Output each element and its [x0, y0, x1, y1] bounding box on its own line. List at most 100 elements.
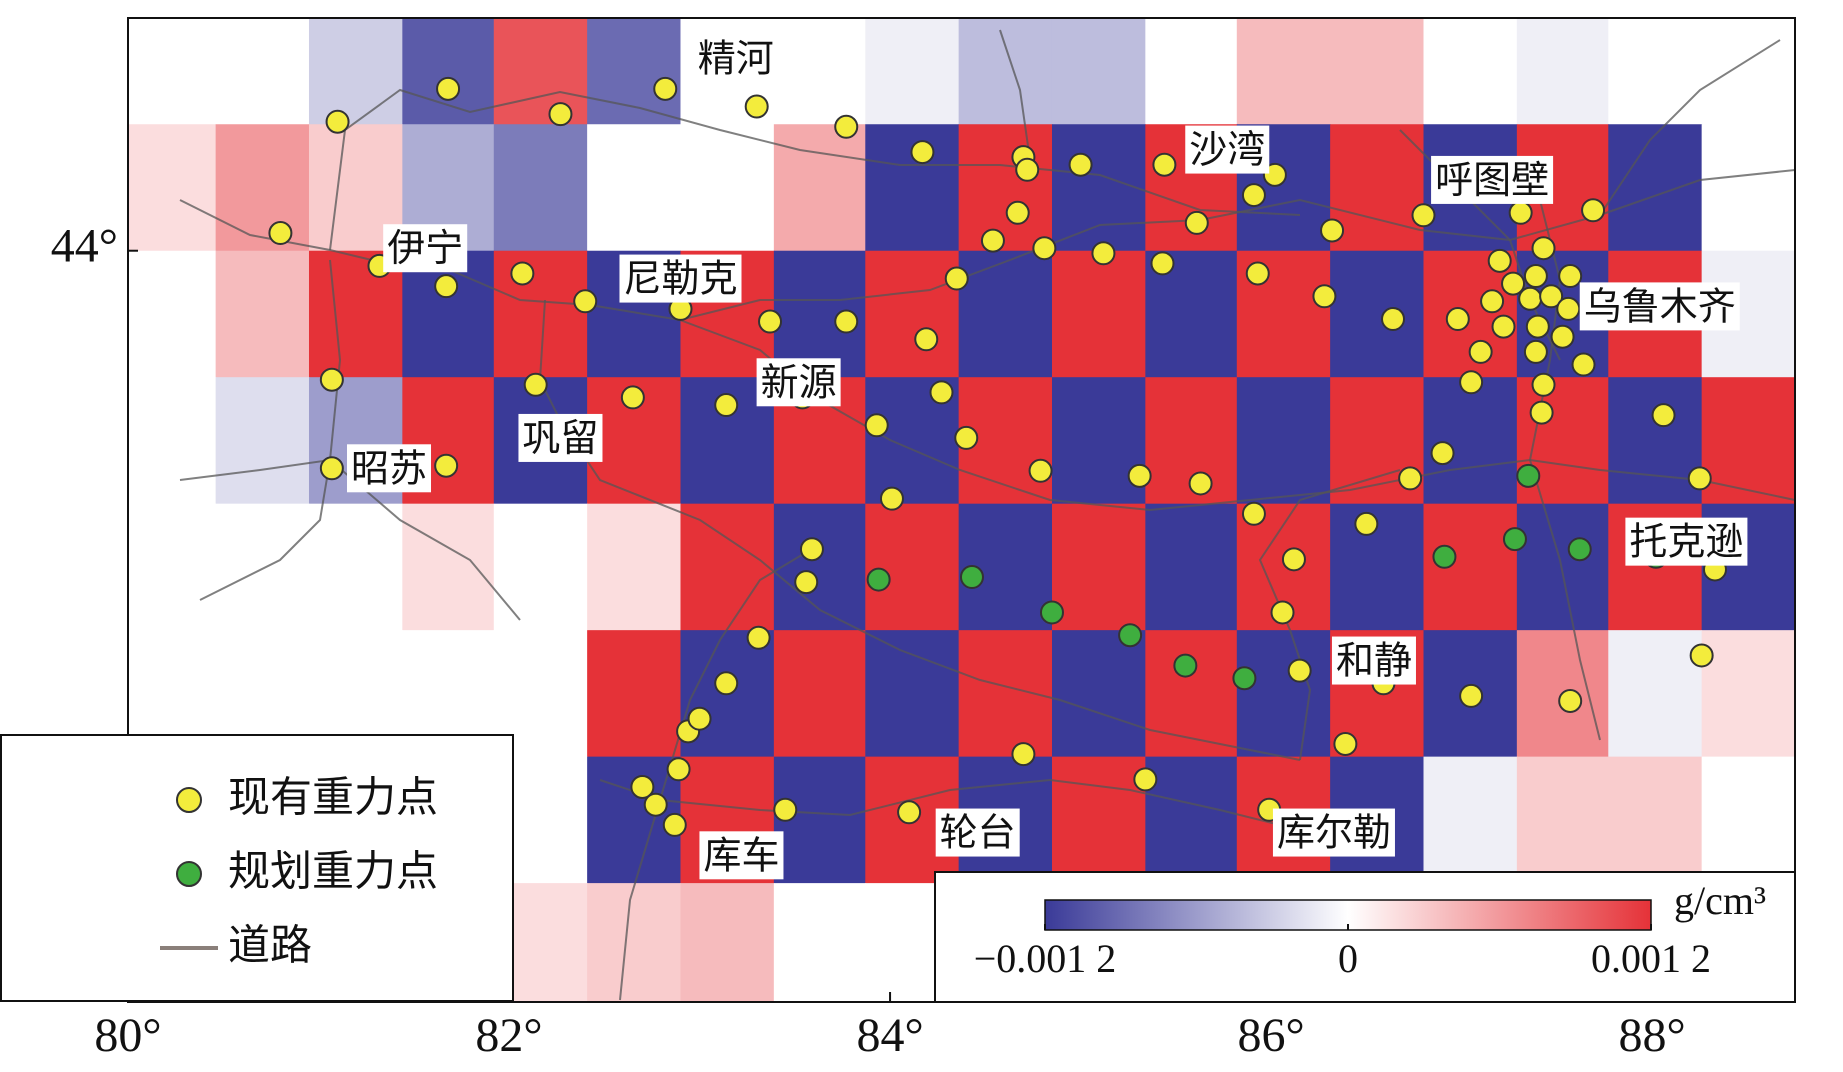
existing-gravity-point — [1525, 314, 1550, 339]
density-cell — [1330, 124, 1424, 252]
density-cell — [773, 883, 866, 1002]
density-cell — [1145, 18, 1238, 125]
city-label-background — [699, 831, 784, 880]
existing-gravity-point — [980, 228, 1005, 253]
legend-existing-label: 现有重力点 — [228, 773, 438, 822]
existing-gravity-point — [1133, 767, 1158, 792]
existing-gravity-point — [954, 425, 979, 450]
legend-road-label: 道路 — [228, 921, 312, 970]
density-cell — [493, 18, 588, 125]
density-cell — [128, 503, 217, 631]
planned-gravity-point — [1118, 623, 1143, 648]
density-cell — [215, 250, 310, 378]
existing-gravity-point — [434, 274, 459, 299]
existing-gravity-point — [1270, 600, 1295, 625]
density-cell — [1701, 377, 1795, 505]
planned-gravity-point — [1232, 666, 1257, 691]
existing-gravity-point — [1333, 731, 1358, 756]
existing-gravity-point — [1558, 688, 1583, 713]
city-name: 库车 — [703, 833, 779, 877]
existing-gravity-point — [1487, 248, 1512, 273]
density-cell — [215, 124, 310, 252]
city-name: 呼图壁 — [1435, 158, 1549, 202]
existing-gravity-point — [929, 380, 954, 405]
city-name: 新源 — [761, 360, 837, 404]
density-cell — [1516, 18, 1609, 125]
existing-gravity-point — [1188, 471, 1213, 496]
existing-gravity-point — [1127, 463, 1152, 488]
city-label-background — [619, 254, 742, 303]
existing-gravity-point — [1480, 289, 1505, 314]
existing-gravity-point — [1015, 157, 1040, 182]
density-cell — [865, 503, 960, 631]
existing-gravity-point — [1531, 372, 1556, 397]
density-cell — [1516, 756, 1609, 884]
existing-gravity-point — [1651, 403, 1676, 428]
city-name: 和静 — [1336, 639, 1412, 683]
density-cell — [773, 503, 866, 631]
density-cell — [958, 18, 1053, 125]
city-label: 托克逊 — [1625, 517, 1748, 566]
density-cell — [1701, 18, 1795, 125]
x-tick-label: 84° — [856, 1009, 923, 1062]
density-cell — [958, 124, 1053, 252]
existing-gravity-point — [319, 456, 344, 481]
colorbar: g/cm³ −0.001 2 0 0.001 2 — [934, 871, 1796, 1003]
density-cell — [587, 883, 681, 1002]
existing-gravity-point — [1381, 307, 1406, 332]
density-cell — [493, 503, 588, 631]
colorbar-tick-label: 0.001 2 — [1591, 936, 1711, 981]
gravity-points — [268, 76, 1727, 837]
density-cell — [1145, 756, 1238, 884]
legend-planned-symbol — [176, 861, 202, 887]
density-cell — [1608, 630, 1703, 758]
planned-gravity-point — [1173, 653, 1198, 678]
city-name: 库尔勒 — [1277, 811, 1391, 855]
colorbar-box — [934, 871, 1796, 1003]
density-cell — [402, 18, 495, 125]
existing-gravity-point — [548, 102, 573, 127]
density-cell — [1516, 503, 1609, 631]
existing-gravity-point — [1459, 683, 1484, 708]
existing-gravity-point — [834, 309, 859, 334]
density-cell — [1051, 377, 1146, 505]
city-label: 和静 — [1331, 636, 1416, 685]
x-tick-label: 82° — [475, 1009, 542, 1062]
density-cell — [1423, 18, 1518, 125]
existing-gravity-point — [1491, 314, 1516, 339]
density-cell — [865, 124, 960, 252]
density-cell — [1608, 756, 1703, 884]
density-cell — [1051, 630, 1146, 758]
density-cell — [1608, 124, 1703, 252]
existing-gravity-point — [714, 393, 739, 418]
existing-gravity-point — [1430, 441, 1455, 466]
density-cell — [587, 503, 681, 631]
existing-gravity-point — [319, 367, 344, 392]
existing-gravity-point — [1150, 251, 1175, 276]
existing-gravity-point — [1556, 296, 1581, 321]
existing-gravity-point — [864, 413, 889, 438]
existing-gravity-point — [1011, 742, 1036, 767]
city-label-background — [1272, 808, 1395, 857]
existing-gravity-point — [653, 76, 678, 101]
city-label: 库尔勒 — [1272, 808, 1395, 857]
city-label: 库车 — [699, 831, 784, 880]
city-label-background — [518, 413, 603, 462]
density-cell — [1608, 377, 1703, 505]
y-tick-label: 44° — [51, 220, 118, 273]
density-cell — [1236, 377, 1331, 505]
density-cell — [865, 250, 960, 378]
density-cell — [1330, 18, 1424, 125]
existing-gravity-point — [1262, 162, 1287, 187]
colorbar-tick-label: −0.001 2 — [974, 936, 1117, 981]
density-cell — [773, 18, 866, 125]
existing-gravity-point — [1032, 236, 1057, 261]
axes: 80°82°84°86°88°42°44° — [51, 220, 1686, 1062]
existing-gravity-point — [1184, 210, 1209, 235]
density-cell — [1423, 377, 1518, 505]
existing-gravity-point — [1581, 198, 1606, 223]
existing-gravity-point — [1529, 400, 1554, 425]
existing-gravity-point — [1354, 511, 1379, 536]
existing-gravity-point — [1245, 261, 1270, 286]
existing-gravity-point — [1241, 501, 1266, 526]
